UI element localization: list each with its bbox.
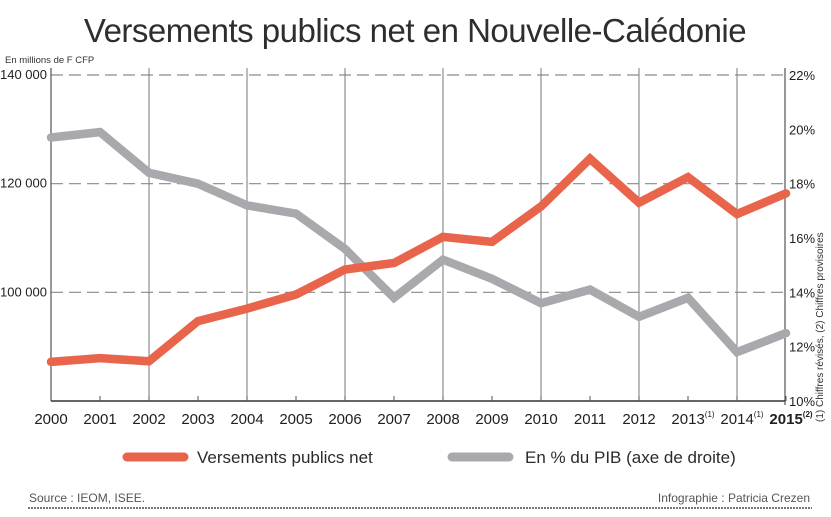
x-tick-label: 2012 [622, 411, 655, 428]
credit-text: Infographie : Patricia Crezen [658, 491, 810, 505]
x-axis-ticks: 2000 2001 2002 2003 2004 2005 2006 2007 2008 2009… [34, 396, 813, 428]
footer: Source : IEOM, ISEE. Infographie : Patri… [28, 491, 812, 509]
right-tick-label: 18% [789, 177, 815, 192]
right-tick-label: 22% [789, 68, 815, 83]
x-tick-label: 2003 [181, 411, 214, 428]
right-tick-label: 14% [789, 285, 815, 300]
series-line-versements [46, 152, 791, 367]
x-tick-label: 2007 [377, 411, 410, 428]
series-lines [46, 127, 791, 367]
footnote-vertical: (1) Chiffres révisés, (2) Chiffres provi… [815, 232, 826, 422]
chart-title: Versements publics net en Nouvelle-Caléd… [84, 12, 746, 49]
x-tick-label: 2005 [279, 411, 312, 428]
right-axis-ticks: 10% 12% 14% 16% 18% 20% 22% [789, 68, 815, 409]
right-tick-label: 12% [789, 340, 815, 355]
x-tick-label: 2006 [328, 411, 361, 428]
right-tick-label: 10% [789, 394, 815, 409]
axes [50, 68, 786, 405]
source-text: Source : IEOM, ISEE. [29, 491, 145, 505]
right-tick-label: 16% [789, 231, 815, 246]
x-tick-label: 2015(2) [769, 410, 812, 428]
x-tick-label: 2014(1) [720, 410, 763, 428]
x-tick-label: 2011 [574, 411, 606, 428]
right-tick-label: 20% [789, 122, 815, 137]
left-axis-ticks: 100 000 120 000 140 000 [0, 67, 47, 299]
x-tick-label: 2000 [34, 411, 67, 428]
legend-label-pib: En % du PIB (axe de droite) [525, 448, 736, 467]
legend: Versements publics net En % du PIB (axe … [122, 448, 736, 467]
left-tick-label: 100 000 [0, 284, 47, 299]
left-tick-label: 120 000 [0, 176, 47, 191]
x-tick-label: 2010 [524, 411, 557, 428]
x-tick-label: 2002 [132, 411, 165, 428]
x-tick-label: 2013(1) [671, 410, 714, 428]
x-tick-label: 2004 [230, 411, 263, 428]
left-tick-label: 140 000 [0, 67, 47, 82]
series-line-pib-percent [46, 127, 791, 358]
legend-label-versements: Versements publics net [197, 448, 373, 467]
x-tick-label: 2001 [83, 411, 116, 428]
x-tick-label: 2009 [475, 411, 508, 428]
left-axis-unit-label: En millions de F CFP [5, 55, 94, 66]
x-tick-label: 2008 [426, 411, 459, 428]
